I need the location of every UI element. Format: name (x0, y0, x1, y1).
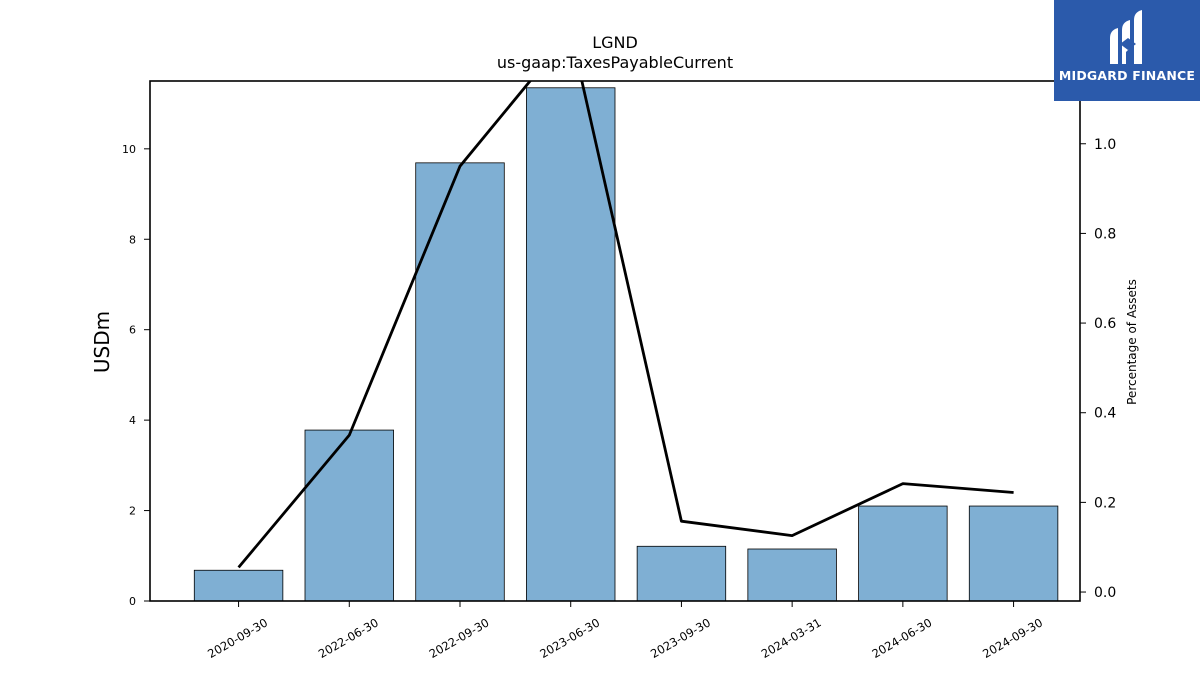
y-tick-label: 6 (129, 324, 136, 337)
logo-text: MIDGARD FINANCE (1058, 68, 1196, 83)
bar-2023-09-30 (636, 545, 727, 602)
x-tick-label: 2022-09-30 (427, 615, 492, 661)
y-tick-label: 0 (129, 595, 136, 608)
y-axis-label: USDm (90, 311, 114, 373)
x-tick-label: 2023-09-30 (648, 615, 713, 661)
y2-tick-label: 0.6 (1094, 316, 1116, 332)
bar-2024-03-31 (747, 548, 837, 602)
chart-subtitle: us-gaap:TaxesPayableCurrent (497, 53, 733, 72)
y-tick-label: 8 (129, 233, 136, 246)
x-tick-label: 2023-06-30 (537, 615, 602, 661)
percentage-line (237, 81, 1014, 569)
x-tick-label: 2024-09-30 (980, 615, 1045, 661)
bar-2022-06-30 (304, 429, 394, 602)
x-tick-label: 2024-06-30 (869, 615, 934, 661)
y2-tick-label: 1.0 (1094, 137, 1116, 153)
bar-2022-09-30 (415, 162, 505, 602)
midgard-logo-icon (1110, 10, 1142, 64)
x-tick-label: 2022-06-30 (316, 615, 381, 661)
y2-axis-label: Percentage of Assets (1125, 279, 1139, 405)
bar-2024-06-30 (858, 505, 948, 602)
y2-tick-label: 0.0 (1094, 585, 1116, 601)
x-tick-label: 2024-03-31 (759, 615, 824, 661)
plot-frame (149, 80, 1081, 602)
y2-tick-label: 0.4 (1094, 406, 1116, 422)
y2-tick-label: 0.8 (1094, 226, 1116, 242)
bar-2024-09-30 (968, 505, 1059, 602)
y-tick-label: 4 (129, 414, 136, 427)
y-tick-label: 10 (122, 143, 136, 156)
plot-area: 0 2 4 6 8 10 0.0 0.2 0.4 0.6 0.8 1.0 2020-09-30 2022-… (122, 80, 1116, 661)
y2-tick-label: 0.2 (1094, 495, 1116, 511)
chart-title: LGND (592, 33, 638, 52)
midgard-finance-logo: MIDGARD FINANCE (1054, 0, 1200, 101)
bar-2020-09-30 (193, 569, 284, 602)
y-tick-label: 2 (129, 505, 136, 518)
bar-2023-06-30 (526, 87, 616, 602)
x-tick-label: 2020-09-30 (205, 615, 270, 661)
